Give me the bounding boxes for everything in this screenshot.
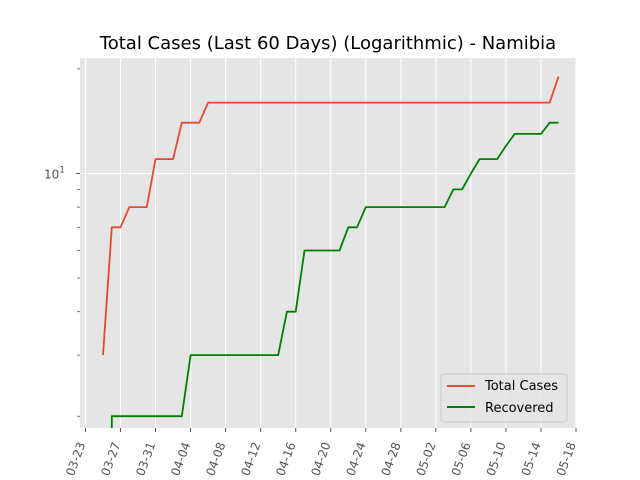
x-tick-label: 03-31 [133, 440, 158, 478]
plot-area [80, 58, 576, 428]
legend-label-recovered: Recovered [485, 401, 554, 416]
x-tick-label: 04-16 [273, 440, 298, 478]
legend-label-total-cases: Total Cases [484, 379, 558, 394]
x-tick-label: 05-02 [414, 440, 439, 478]
x-tick-label: 05-10 [484, 440, 509, 478]
x-tick-label: 04-04 [168, 440, 193, 478]
y-tick-exponent: 1 [59, 165, 65, 175]
x-tick-label: 05-14 [519, 440, 544, 478]
chart-title: Total Cases (Last 60 Days) (Logarithmic)… [99, 33, 556, 54]
x-tick-label: 04-08 [203, 440, 228, 478]
x-tick-label: 04-12 [238, 440, 263, 478]
x-tick-label: 04-20 [308, 440, 333, 478]
x-tick-label: 03-23 [63, 440, 88, 478]
x-axis: 03-23 03-27 03-31 04-04 04-08 04-12 04-16 04-20… [63, 428, 579, 478]
series-layer [102, 76, 560, 428]
y-axis: 101 [44, 68, 80, 417]
series-line-recovered [110, 121, 559, 428]
x-tick-label: 03-27 [98, 440, 123, 478]
series-line-total-cases [102, 76, 560, 356]
y-tick-label: 101 [44, 165, 65, 181]
legend: Total Cases Recovered [440, 373, 568, 423]
x-tick-label: 04-24 [344, 440, 369, 478]
grid-lines [80, 58, 577, 428]
x-tick-label: 05-06 [449, 440, 474, 478]
x-tick-label: 05-18 [554, 440, 579, 478]
x-tick-label: 04-28 [379, 440, 404, 478]
